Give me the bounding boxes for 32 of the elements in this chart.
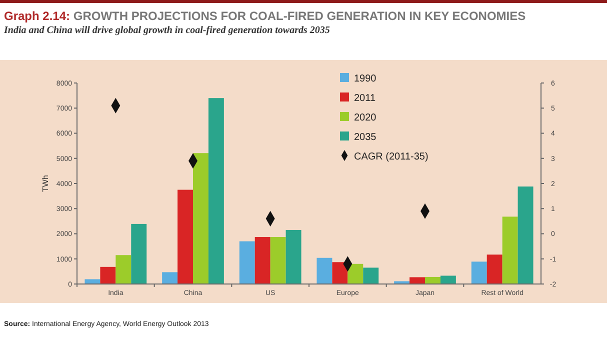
bar <box>178 190 193 284</box>
legend-label: 2035 <box>354 132 377 143</box>
bar <box>116 255 132 284</box>
bar <box>502 216 518 284</box>
bar <box>410 277 425 284</box>
chart-subtitle: India and China will drive global growth in coal-fired generation towards 2035 <box>3 25 330 36</box>
bar <box>425 276 440 284</box>
bar <box>270 237 286 284</box>
bar <box>193 153 208 284</box>
bar <box>239 241 255 284</box>
chart-title: Graph 2.14: GROWTH PROJECTIONS FOR COAL-FIRED GENERATION IN KEY ECONOMIES <box>4 9 526 23</box>
legend-label: 2011 <box>354 93 376 104</box>
legend-label: 1990 <box>354 74 377 84</box>
bar <box>84 279 100 284</box>
bar <box>254 237 270 284</box>
bar <box>332 262 348 284</box>
bar <box>131 224 147 284</box>
bar <box>363 268 379 284</box>
y-axis-title: TWh <box>41 175 50 192</box>
bar <box>316 258 332 284</box>
legend-label: 2020 <box>354 112 377 124</box>
bar <box>286 230 302 284</box>
bar <box>471 262 487 284</box>
bar <box>518 186 534 284</box>
bar <box>100 266 116 284</box>
bar <box>486 254 502 284</box>
bar <box>162 272 178 284</box>
bar <box>440 276 456 284</box>
bar <box>348 264 364 284</box>
legend-label: CAGR (2011-35) <box>354 152 428 162</box>
bar <box>394 281 410 284</box>
bar <box>208 98 224 284</box>
